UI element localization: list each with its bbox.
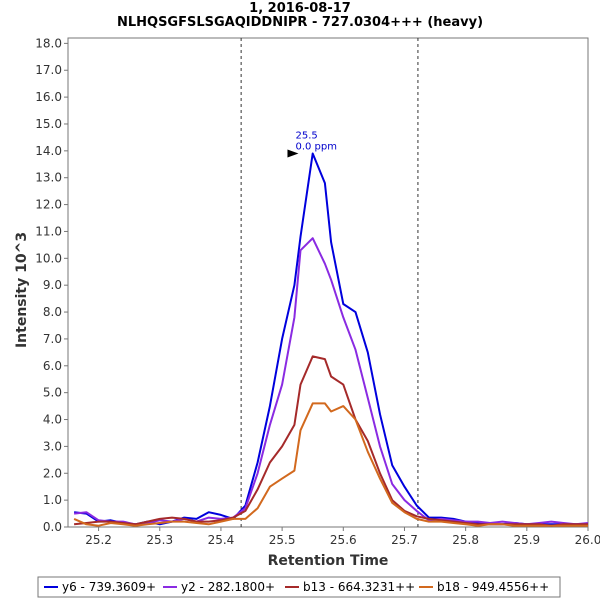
x-tick-label: 25.7 [391,533,418,547]
x-tick-label: 26.0 [575,533,600,547]
y-axis: 0.0 1.0 2.0 3.0 4.0 5.0 6.0 7.0 8.0 9.0 10.0 11.0 12… [35,36,68,534]
x-tick-label: 25.2 [85,533,112,547]
x-axis: 25.2 25.3 25.4 25.5 25.6 25.7 25.8 25.9 26.0 [85,527,600,547]
y-tick-label: 5.0 [43,386,62,400]
y-tick-label: 2.0 [43,466,62,480]
x-tick-label: 25.8 [452,533,479,547]
series-line-y2 [73,237,589,526]
y-tick-label: 14.0 [35,144,62,158]
peak-annotation-ppm: 0.0 ppm [295,142,337,153]
legend-label: b13 - 664.3231++ [303,580,415,594]
y-tick-label: 6.0 [43,359,62,373]
chart-title: 1, 2016-08-17 [249,1,351,16]
y-tick-label: 12.0 [35,198,62,212]
y-tick-label: 11.0 [35,224,62,238]
y-tick-label: 3.0 [43,439,62,453]
y-tick-label: 7.0 [43,332,62,346]
y-tick-label: 4.0 [43,413,62,427]
peak-annotation-time: 25.5 [295,131,317,142]
series-lines [73,152,589,527]
x-tick-label: 25.4 [208,533,235,547]
legend-label: b18 - 949.4556++ [437,580,549,594]
y-tick-label: 10.0 [35,251,62,265]
y-tick-label: 15.0 [35,117,62,131]
x-tick-label: 25.6 [330,533,357,547]
y-tick-label: 8.0 [43,305,62,319]
x-axis-label: Retention Time [268,553,389,569]
x-tick-label: 25.3 [146,533,173,547]
y-tick-label: 13.0 [35,171,62,185]
y-tick-label: 0.0 [43,520,62,534]
legend-label: y2 - 282.1800+ [181,580,275,594]
chart-subtitle: NLHQSGFSLSGAQIDDNIPR - 727.0304+++ (heav… [117,15,483,30]
y-tick-label: 1.0 [43,493,62,507]
y-tick-label: 17.0 [35,63,62,77]
y-axis-label: Intensity 10^3 [14,232,30,348]
legend-label: y6 - 739.3609+ [62,580,156,594]
y-tick-label: 9.0 [43,278,62,292]
peak-arrow-icon [287,149,299,158]
peak-annotation: 25.5 0.0 ppm [287,131,337,158]
series-line-b18 [73,402,588,527]
x-tick-label: 25.9 [513,533,540,547]
y-tick-label: 18.0 [35,36,62,50]
legend-items: y6 - 739.3609+ y2 - 282.1800+ b13 - 664.32… [44,580,549,594]
x-tick-label: 25.5 [269,533,296,547]
y-tick-label: 16.0 [35,90,62,104]
plot-area [67,37,589,528]
